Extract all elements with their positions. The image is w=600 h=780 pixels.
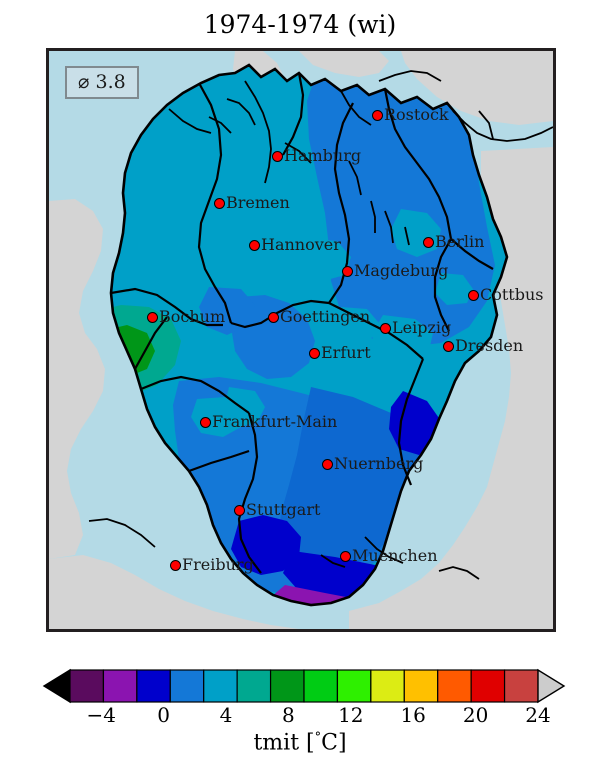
- colorbar-segment: [370, 669, 405, 703]
- colorbar-tick-20: 20: [462, 703, 489, 727]
- colorbar-segment: [336, 669, 372, 703]
- city-dot-icon: [249, 240, 260, 251]
- city-label: Leipzig: [392, 318, 452, 337]
- city-dot-icon: [372, 110, 383, 121]
- city-label: Muenchen: [352, 546, 438, 565]
- city-dot-icon: [340, 551, 351, 562]
- city-label: Goettingen: [280, 307, 371, 326]
- colorbar-over-arrow: [537, 668, 566, 704]
- colorbar-segment: [470, 669, 506, 703]
- germany-border: [109, 63, 509, 607]
- colorbar-under-arrow: [42, 668, 71, 704]
- mean-value-box: ⌀ 3.8: [65, 66, 139, 99]
- page-title: 1974-1974 (wi): [203, 10, 397, 39]
- state-borders: [110, 72, 494, 574]
- colorbar-tick-16: 16: [400, 703, 426, 727]
- city-label: Bochum: [159, 307, 226, 326]
- city-dot-icon: [309, 348, 320, 359]
- city-label: Frankfurt-Main: [212, 412, 338, 431]
- temperature-map: [49, 51, 553, 629]
- city-label: Cottbus: [480, 285, 544, 304]
- colorbar-tick-0: 0: [157, 703, 170, 727]
- city-label: Magdeburg: [354, 261, 449, 280]
- colorbar-segment: [269, 669, 305, 703]
- city-label: Hannover: [261, 235, 341, 254]
- colorbar-segment: [136, 669, 171, 703]
- city-label: Freiburg: [182, 555, 254, 574]
- colorbar-variable: tmit [: [253, 730, 315, 756]
- city-dot-icon: [200, 417, 211, 428]
- city-label: Berlin: [435, 232, 485, 251]
- city-label: Nuernberg: [334, 454, 424, 473]
- city-label: Hamburg: [284, 146, 362, 165]
- city-dot-icon: [214, 198, 225, 209]
- colorbar-tick-24: 24: [525, 703, 551, 727]
- colorbar-segment: [102, 669, 138, 703]
- city-dot-icon: [272, 151, 283, 162]
- colorbar-segment: [169, 669, 205, 703]
- colorbar-tick-labels: −4 0 4 8 12 16 20 24: [0, 703, 600, 729]
- map-panel[interactable]: ⌀ 3.8 Rostock Hamburg Bremen Hannover Berlin…: [46, 48, 556, 632]
- colorbar-swatches: [42, 668, 566, 704]
- colorbar-tick-12: 12: [338, 703, 364, 727]
- city-label: Rostock: [384, 105, 449, 124]
- colorbar-segment: [503, 669, 539, 703]
- city-label: Stuttgart: [246, 500, 321, 519]
- city-label: Erfurt: [321, 343, 371, 362]
- colorbar-unit-suffix: C]: [321, 730, 347, 756]
- colorbar-tick--4: −4: [86, 703, 116, 727]
- city-dot-icon: [147, 312, 158, 323]
- city-dot-icon: [170, 560, 181, 571]
- city-dot-icon: [443, 341, 454, 352]
- colorbar-segment: [437, 669, 472, 703]
- city-dot-icon: [468, 290, 479, 301]
- colorbar-segment: [203, 669, 238, 703]
- city-dot-icon: [268, 312, 279, 323]
- rivers-and-coast: [88, 70, 553, 580]
- city-dot-icon: [322, 459, 333, 470]
- colorbar-segment: [303, 669, 339, 703]
- degree-symbol: °: [314, 730, 322, 745]
- colorbar-axis-label: tmit [°C]: [0, 730, 600, 755]
- city-dot-icon: [342, 266, 353, 277]
- colorbar-segment: [403, 669, 439, 703]
- colorbar[interactable]: −4 0 4 8 12 16 20 24 tmit [°C]: [0, 658, 600, 780]
- colorbar-segment: [236, 669, 272, 703]
- city-label: Bremen: [226, 193, 290, 212]
- city-label: Dresden: [455, 336, 524, 355]
- colorbar-tick-8: 8: [282, 703, 295, 727]
- colorbar-segment: [69, 669, 105, 703]
- city-dot-icon: [380, 323, 391, 334]
- colorbar-tick-4: 4: [219, 703, 233, 727]
- city-dot-icon: [423, 237, 434, 248]
- city-dot-icon: [234, 505, 245, 516]
